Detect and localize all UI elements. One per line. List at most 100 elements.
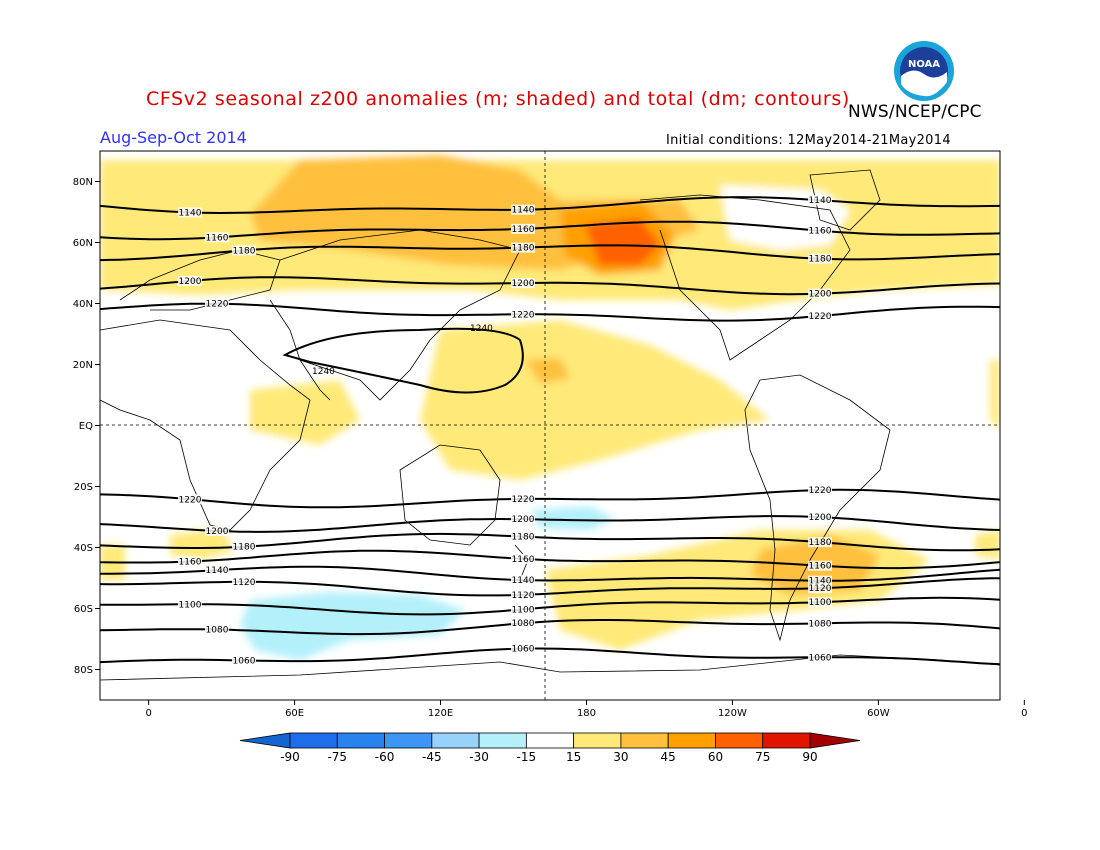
contour-label-background bbox=[511, 223, 535, 234]
contour-label: 1220 bbox=[206, 300, 229, 310]
contour-label: 1060 bbox=[809, 653, 832, 663]
contour-label: 1080 bbox=[512, 619, 535, 629]
contour-label: 1140 bbox=[512, 206, 535, 216]
contour-label: 1140 bbox=[512, 576, 535, 586]
axis-layer: 80N 60N 40N 20N EQ 20S 40S 60S 80S 0 60E 120E 180 120… bbox=[73, 177, 1028, 719]
contour-label: 1180 bbox=[233, 246, 256, 256]
contour-label: 1160 bbox=[809, 562, 832, 572]
contour-layer: 1140 1140 1140 1160 1160 1160 1180 1180 1180 1200… bbox=[100, 195, 1000, 666]
contour-label: 1180 bbox=[809, 255, 832, 265]
contour-label-background bbox=[808, 288, 832, 299]
contour-label-background bbox=[511, 553, 535, 564]
contour-label-background bbox=[232, 541, 256, 552]
contour-label-background bbox=[511, 589, 535, 600]
contour-line bbox=[100, 549, 1000, 570]
lon-tick-label: 120W bbox=[718, 708, 747, 719]
contour-label-background bbox=[511, 514, 535, 525]
contour-label: 1060 bbox=[512, 645, 535, 655]
contour-label: 1180 bbox=[809, 538, 832, 548]
lon-tick-label: 60E bbox=[285, 708, 304, 719]
contour-label: 1120 bbox=[512, 591, 535, 601]
contour-label-background bbox=[808, 253, 832, 264]
contour-label: 1160 bbox=[206, 233, 229, 243]
season-label: Aug-Sep-Oct 2014 bbox=[100, 128, 247, 147]
contour-label: 1100 bbox=[809, 598, 832, 608]
contour-line bbox=[100, 276, 1000, 296]
contour-label: 1160 bbox=[512, 555, 535, 565]
contour-label-background bbox=[178, 599, 202, 610]
contour-label: 1140 bbox=[206, 566, 229, 576]
contour-line bbox=[100, 488, 1000, 509]
contour-label: 1140 bbox=[179, 208, 202, 218]
noaa-logo-icon: NOAA bbox=[894, 41, 954, 101]
contour-label-background bbox=[511, 278, 535, 289]
lon-tick-label: 0 bbox=[145, 708, 151, 719]
lat-tick-label: 60N bbox=[73, 238, 93, 249]
lat-tick-label: 80S bbox=[74, 665, 93, 676]
contour-label-background bbox=[808, 560, 832, 571]
contour-label-background bbox=[178, 207, 202, 218]
contour-label-background bbox=[808, 512, 832, 523]
contour-label-background bbox=[232, 655, 256, 666]
contour-label-background bbox=[808, 195, 832, 206]
contour-label: 1220 bbox=[809, 312, 832, 322]
contour-label-background bbox=[808, 618, 832, 629]
lon-tick-label: 120E bbox=[428, 708, 453, 719]
contour-label: 1180 bbox=[233, 543, 256, 553]
lat-tick-label: 20N bbox=[73, 360, 93, 371]
contour-label-background bbox=[511, 493, 535, 504]
noaa-logo-text: NOAA bbox=[908, 59, 940, 70]
contour-label-background bbox=[511, 242, 535, 253]
lat-tick-label: 40S bbox=[74, 543, 93, 554]
contour-label-background bbox=[205, 565, 229, 576]
contour-label-background bbox=[808, 583, 832, 594]
contour-label: 1100 bbox=[179, 600, 202, 610]
contour-line bbox=[100, 196, 1000, 215]
contour-label-background bbox=[511, 618, 535, 629]
contour-label: 1180 bbox=[512, 533, 535, 543]
contour-label-background bbox=[178, 556, 202, 567]
contour-label-background bbox=[178, 494, 202, 505]
contour-label-background bbox=[205, 525, 229, 536]
contour-label: 1160 bbox=[512, 225, 535, 235]
contour-line bbox=[100, 619, 1000, 636]
contour-line bbox=[100, 596, 1000, 616]
contour-label-background bbox=[232, 245, 256, 256]
contour-label-background bbox=[511, 604, 535, 615]
contour-label: 1140 bbox=[809, 196, 832, 206]
lat-tick-label: 20S bbox=[74, 482, 93, 493]
contour-label-background bbox=[205, 232, 229, 243]
contour-label-background bbox=[808, 575, 832, 586]
contour-label: 1180 bbox=[512, 244, 535, 254]
initial-conditions-label: Initial conditions: 12May2014-21May2014 bbox=[666, 133, 951, 148]
lat-tick-label: 80N bbox=[73, 177, 93, 188]
contour-label-background bbox=[808, 537, 832, 548]
contour-label: 1200 bbox=[512, 515, 535, 525]
contour-label: 1220 bbox=[512, 495, 535, 505]
contour-label: 1220 bbox=[809, 486, 832, 496]
contour-label-background bbox=[808, 652, 832, 663]
contour-label: 1220 bbox=[179, 495, 202, 505]
contour-label: 1140 bbox=[809, 577, 832, 587]
contour-label: 1160 bbox=[809, 227, 832, 237]
contour-line bbox=[282, 327, 524, 394]
contour-label: 1240 bbox=[470, 324, 493, 334]
chart-title: CFSv2 seasonal z200 anomalies (m; shaded… bbox=[146, 88, 850, 110]
lat-tick-label: EQ bbox=[79, 421, 93, 432]
contour-line bbox=[100, 220, 1000, 241]
contour-label: 1200 bbox=[179, 277, 202, 287]
contour-label: 1200 bbox=[206, 527, 229, 537]
contour-label-background bbox=[511, 643, 535, 654]
lon-tick-label: 0 bbox=[1021, 708, 1027, 719]
contour-label: 1220 bbox=[512, 310, 535, 320]
agency-label: NWS/NCEP/CPC bbox=[848, 102, 982, 122]
lon-tick-label: 180 bbox=[577, 708, 596, 719]
contour-line bbox=[100, 302, 1000, 322]
contour-label: 1240 bbox=[312, 367, 335, 377]
contour-label: 1060 bbox=[233, 656, 256, 666]
contour-label-background bbox=[808, 225, 832, 236]
contour-label-background bbox=[808, 310, 832, 321]
contour-label-background bbox=[511, 204, 535, 215]
contour-label: 1080 bbox=[809, 619, 832, 629]
